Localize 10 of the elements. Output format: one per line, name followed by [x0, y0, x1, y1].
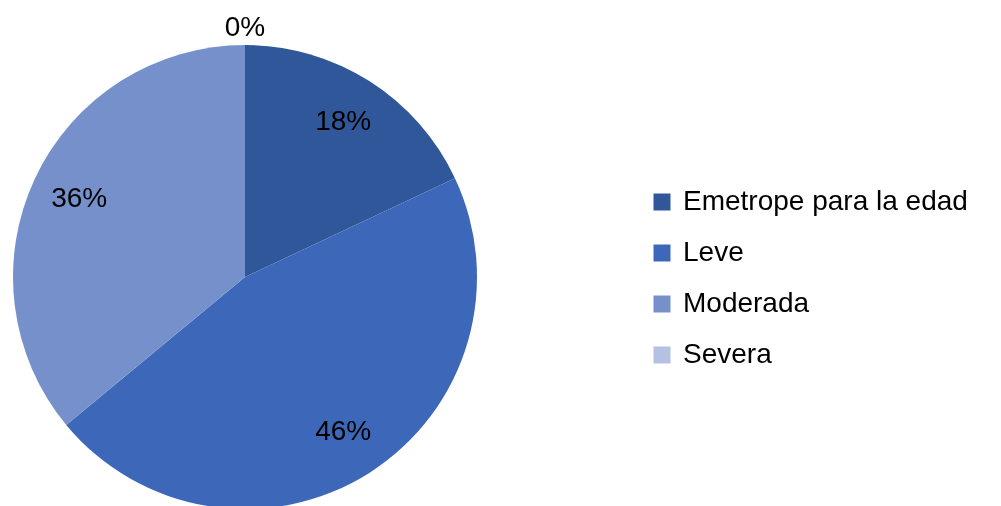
- pie-slice: [13, 45, 245, 425]
- legend-label: Emetrope para la edad: [683, 185, 968, 216]
- data-label: 46%: [315, 414, 372, 446]
- data-label: 18%: [315, 105, 372, 137]
- legend-label: Leve: [683, 236, 744, 267]
- legend-label: Severa: [683, 338, 773, 369]
- data-label: 36%: [51, 181, 108, 213]
- text: 0%: [224, 11, 266, 42]
- pie-slice: [245, 45, 455, 277]
- legend-label: Moderada: [683, 287, 810, 318]
